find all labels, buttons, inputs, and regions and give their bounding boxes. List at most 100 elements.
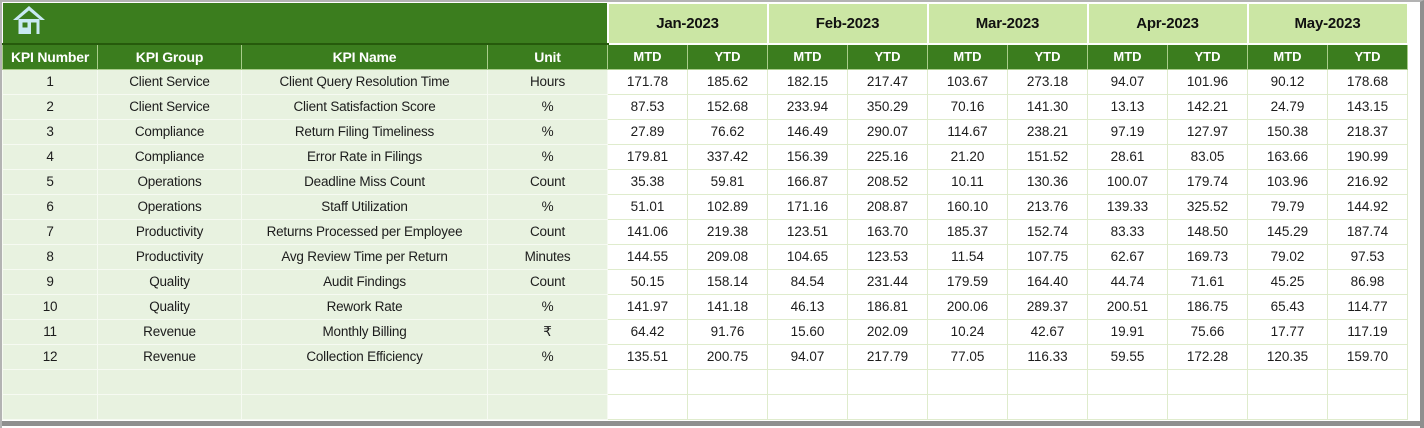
mar-mtd-header[interactable]: MTD	[927, 43, 1008, 70]
value-cell[interactable]: 218.37	[1327, 118, 1408, 145]
value-cell[interactable]: 179.74	[1167, 168, 1248, 195]
value-cell[interactable]: 187.74	[1327, 218, 1408, 245]
kpi-number-cell[interactable]: 9	[2, 268, 98, 295]
kpi-number-cell[interactable]: 1	[2, 68, 98, 95]
value-cell[interactable]: 46.13	[767, 293, 848, 320]
value-cell[interactable]: 87.53	[607, 93, 688, 120]
kpi-unit-cell[interactable]: %	[487, 93, 608, 120]
value-cell[interactable]: 116.33	[1007, 343, 1088, 370]
kpi-group-cell[interactable]: Productivity	[97, 243, 242, 270]
empty-value-cell[interactable]	[1167, 368, 1248, 395]
value-cell[interactable]: 151.52	[1007, 143, 1088, 170]
value-cell[interactable]: 79.02	[1247, 243, 1328, 270]
value-cell[interactable]: 171.78	[607, 68, 688, 95]
value-cell[interactable]: 35.38	[607, 168, 688, 195]
value-cell[interactable]: 219.38	[687, 218, 768, 245]
value-cell[interactable]: 76.62	[687, 118, 768, 145]
kpi-unit-cell[interactable]: Count	[487, 268, 608, 295]
apr-ytd-header[interactable]: YTD	[1167, 43, 1248, 70]
empty-value-cell[interactable]	[687, 368, 768, 395]
value-cell[interactable]: 90.12	[1247, 68, 1328, 95]
value-cell[interactable]: 114.77	[1327, 293, 1408, 320]
value-cell[interactable]: 15.60	[767, 318, 848, 345]
kpi-name-cell[interactable]: Rework Rate	[241, 293, 488, 320]
empty-value-cell[interactable]	[927, 368, 1008, 395]
value-cell[interactable]: 166.87	[767, 168, 848, 195]
may-ytd-header[interactable]: YTD	[1327, 43, 1408, 70]
empty-value-cell[interactable]	[1247, 393, 1328, 420]
value-cell[interactable]: 100.07	[1087, 168, 1168, 195]
kpi-group-cell[interactable]: Productivity	[97, 218, 242, 245]
value-cell[interactable]: 190.99	[1327, 143, 1408, 170]
kpi-unit-cell[interactable]: ₹	[487, 318, 608, 345]
value-cell[interactable]: 83.05	[1167, 143, 1248, 170]
value-cell[interactable]: 290.07	[847, 118, 928, 145]
value-cell[interactable]: 186.81	[847, 293, 928, 320]
kpi-group-cell[interactable]: Quality	[97, 293, 242, 320]
value-cell[interactable]: 24.79	[1247, 93, 1328, 120]
value-cell[interactable]: 273.18	[1007, 68, 1088, 95]
value-cell[interactable]: 200.06	[927, 293, 1008, 320]
value-cell[interactable]: 64.42	[607, 318, 688, 345]
value-cell[interactable]: 159.70	[1327, 343, 1408, 370]
value-cell[interactable]: 97.19	[1087, 118, 1168, 145]
empty-value-cell[interactable]	[607, 368, 688, 395]
empty-value-cell[interactable]	[1087, 368, 1168, 395]
value-cell[interactable]: 141.97	[607, 293, 688, 320]
home-icon[interactable]	[12, 5, 46, 36]
kpi-group-cell[interactable]: Operations	[97, 193, 242, 220]
value-cell[interactable]: 91.76	[687, 318, 768, 345]
kpi-number-cell[interactable]: 7	[2, 218, 98, 245]
empty-value-cell[interactable]	[1247, 368, 1328, 395]
value-cell[interactable]: 127.97	[1167, 118, 1248, 145]
value-cell[interactable]: 83.33	[1087, 218, 1168, 245]
empty-left-cell[interactable]	[97, 393, 242, 420]
kpi-number-cell[interactable]: 6	[2, 193, 98, 220]
empty-left-cell[interactable]	[487, 393, 608, 420]
value-cell[interactable]: 130.36	[1007, 168, 1088, 195]
kpi-group-cell[interactable]: Client Service	[97, 68, 242, 95]
value-cell[interactable]: 77.05	[927, 343, 1008, 370]
value-cell[interactable]: 350.29	[847, 93, 928, 120]
value-cell[interactable]: 75.66	[1167, 318, 1248, 345]
empty-value-cell[interactable]	[607, 393, 688, 420]
jan-mtd-header[interactable]: MTD	[607, 43, 688, 70]
value-cell[interactable]: 144.92	[1327, 193, 1408, 220]
value-cell[interactable]: 216.92	[1327, 168, 1408, 195]
apr-mtd-header[interactable]: MTD	[1087, 43, 1168, 70]
value-cell[interactable]: 148.50	[1167, 218, 1248, 245]
value-cell[interactable]: 163.66	[1247, 143, 1328, 170]
kpi-name-cell[interactable]: Monthly Billing	[241, 318, 488, 345]
value-cell[interactable]: 45.25	[1247, 268, 1328, 295]
kpi-group-cell[interactable]: Quality	[97, 268, 242, 295]
kpi-number-cell[interactable]: 12	[2, 343, 98, 370]
value-cell[interactable]: 135.51	[607, 343, 688, 370]
empty-left-cell[interactable]	[2, 368, 98, 395]
month-header-jan[interactable]: Jan-2023	[606, 2, 769, 45]
value-cell[interactable]: 51.01	[607, 193, 688, 220]
kpi-unit-cell[interactable]: %	[487, 118, 608, 145]
empty-value-cell[interactable]	[847, 393, 928, 420]
value-cell[interactable]: 123.53	[847, 243, 928, 270]
value-cell[interactable]: 62.67	[1087, 243, 1168, 270]
value-cell[interactable]: 238.21	[1007, 118, 1088, 145]
value-cell[interactable]: 103.96	[1247, 168, 1328, 195]
value-cell[interactable]: 59.55	[1087, 343, 1168, 370]
kpi-number-cell[interactable]: 2	[2, 93, 98, 120]
empty-value-cell[interactable]	[1087, 393, 1168, 420]
value-cell[interactable]: 144.55	[607, 243, 688, 270]
month-header-may[interactable]: May-2023	[1246, 2, 1409, 45]
month-header-mar[interactable]: Mar-2023	[926, 2, 1089, 45]
value-cell[interactable]: 107.75	[1007, 243, 1088, 270]
value-cell[interactable]: 158.14	[687, 268, 768, 295]
value-cell[interactable]: 101.96	[1167, 68, 1248, 95]
value-cell[interactable]: 208.52	[847, 168, 928, 195]
value-cell[interactable]: 65.43	[1247, 293, 1328, 320]
month-header-feb[interactable]: Feb-2023	[766, 2, 929, 45]
value-cell[interactable]: 172.28	[1167, 343, 1248, 370]
kpi-group-cell[interactable]: Compliance	[97, 143, 242, 170]
value-cell[interactable]: 231.44	[847, 268, 928, 295]
value-cell[interactable]: 103.67	[927, 68, 1008, 95]
value-cell[interactable]: 59.81	[687, 168, 768, 195]
value-cell[interactable]: 114.67	[927, 118, 1008, 145]
